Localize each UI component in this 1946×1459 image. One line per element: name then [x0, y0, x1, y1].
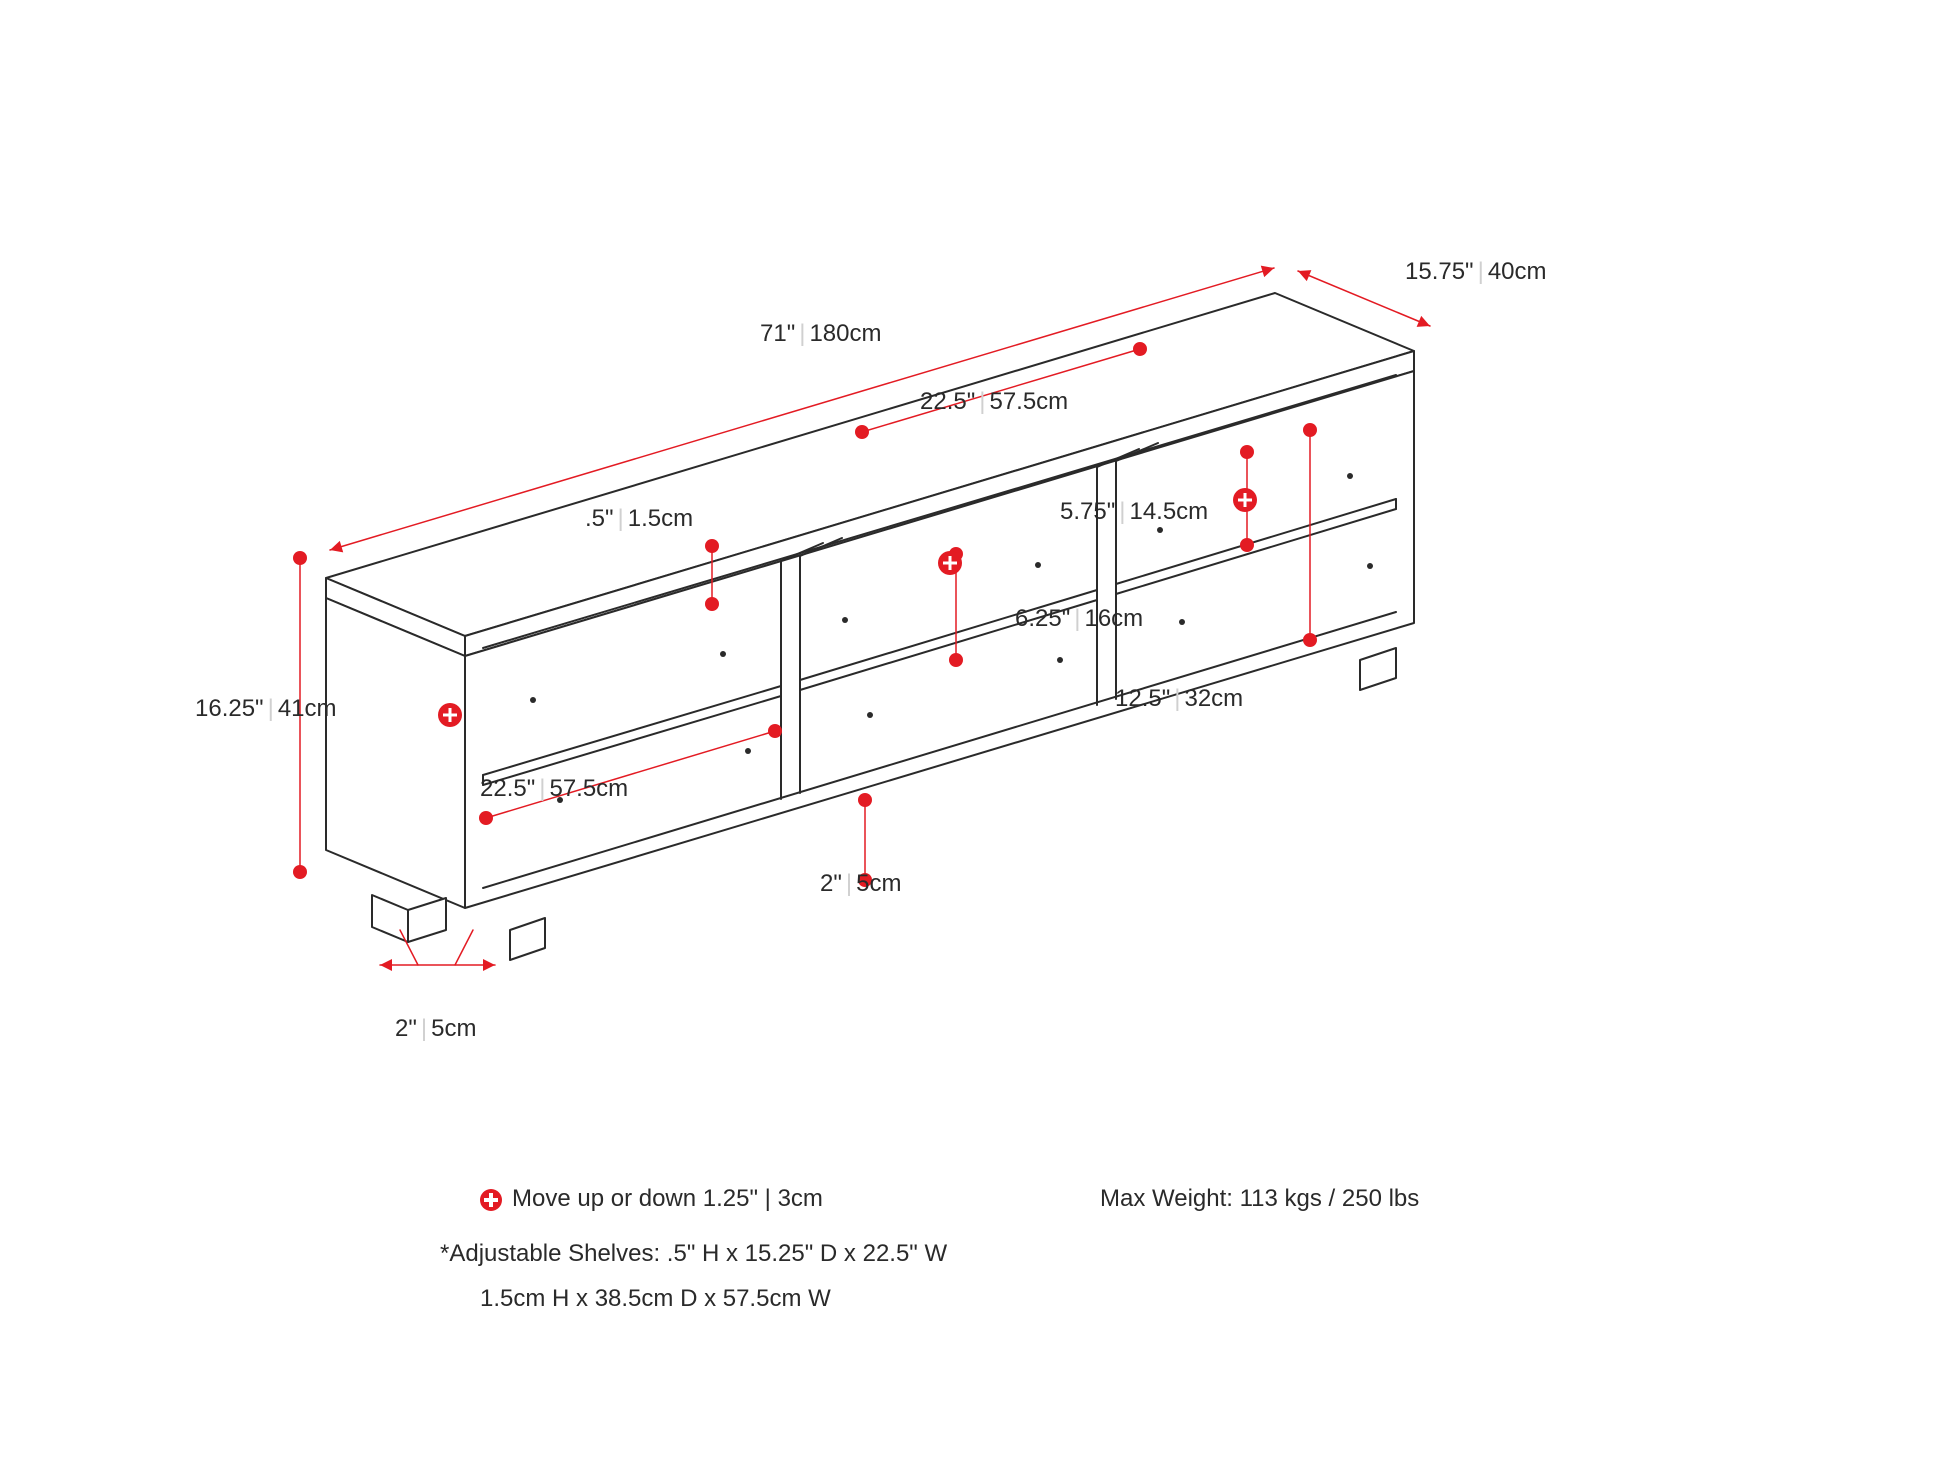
dim-shelf-width: 22.5"|57.5cm: [920, 388, 1068, 416]
dim-opening-height: 12.5"|32cm: [1115, 685, 1243, 713]
dim-sw-cm: 57.5cm: [989, 388, 1068, 415]
dim-shelf-width-2: 22.5"|57.5cm: [480, 775, 628, 803]
dim-lg-in: 6.25": [1015, 605, 1070, 632]
dim-sw2-cm: 57.5cm: [549, 775, 628, 802]
dim-sw-in: 22.5": [920, 388, 975, 415]
dim-oh-cm: 32cm: [1184, 685, 1243, 712]
dim-depth: 15.75"|40cm: [1405, 258, 1547, 286]
dim-fh-in: 2": [820, 870, 842, 897]
diagram-svg: [0, 0, 1946, 1459]
dim-width-cm: 180cm: [809, 320, 881, 347]
dim-fw-cm: 5cm: [431, 1015, 476, 1042]
dim-oh-in: 12.5": [1115, 685, 1170, 712]
dim-lower-gap: 6.25"|16cm: [1015, 605, 1143, 633]
legend-move: Move up or down 1.25" | 3cm: [480, 1185, 823, 1213]
legend-adjustable-2: 1.5cm H x 38.5cm D x 57.5cm W: [480, 1285, 831, 1313]
dim-fw-in: 2": [395, 1015, 417, 1042]
dim-upper-gap: 5.75"|14.5cm: [1060, 498, 1208, 526]
dim-height-cm: 41cm: [278, 695, 337, 722]
dim-width: 71"|180cm: [760, 320, 882, 348]
dim-foot-width: 2"|5cm: [395, 1015, 476, 1043]
diagram-canvas: 71"|180cm 15.75"|40cm 16.25"|41cm 22.5"|…: [0, 0, 1946, 1459]
dim-width-in: 71": [760, 320, 795, 347]
plus-icon: [480, 1189, 502, 1211]
dim-depth-in: 15.75": [1405, 258, 1474, 285]
legend-move-text: Move up or down 1.25" | 3cm: [512, 1185, 823, 1212]
legend-adjustable-1: *Adjustable Shelves: .5" H x 15.25" D x …: [440, 1240, 947, 1268]
legend-max-weight: Max Weight: 113 kgs / 250 lbs: [1100, 1185, 1419, 1213]
dim-foot-height: 2"|5cm: [820, 870, 901, 898]
dim-ug-cm: 14.5cm: [1129, 498, 1208, 525]
dim-depth-cm: 40cm: [1488, 258, 1547, 285]
dim-height-in: 16.25": [195, 695, 264, 722]
dim-st-cm: 1.5cm: [628, 505, 693, 532]
dim-shelf-thick: .5"|1.5cm: [585, 505, 693, 533]
dim-lg-cm: 16cm: [1084, 605, 1143, 632]
dim-st-in: .5": [585, 505, 614, 532]
dim-ug-in: 5.75": [1060, 498, 1115, 525]
dim-sw2-in: 22.5": [480, 775, 535, 802]
dim-height: 16.25"|41cm: [195, 695, 337, 723]
dim-fh-cm: 5cm: [856, 870, 901, 897]
